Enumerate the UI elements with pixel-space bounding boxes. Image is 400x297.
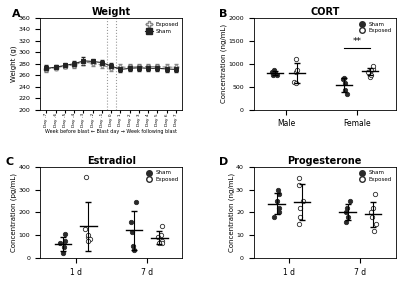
Point (154, 234, 161, 239)
Point (365, 69, 372, 74)
Point (293, 57, 300, 61)
Point (84, 233, 91, 238)
Point (130, 243, 136, 248)
Point (276, 192, 282, 197)
Point (291, 80, 297, 84)
Y-axis label: Concentration (ng/mL): Concentration (ng/mL) (228, 173, 235, 252)
Text: **: ** (353, 37, 362, 46)
Point (342, 88, 349, 93)
Point (131, 248, 138, 253)
Point (83, 175, 89, 179)
Point (372, 192, 378, 197)
Y-axis label: Weight (g): Weight (g) (10, 45, 17, 82)
Point (275, 206, 282, 210)
Point (373, 222, 379, 226)
Point (276, 210, 282, 215)
Point (371, 228, 378, 233)
Point (297, 215, 304, 219)
Point (368, 72, 374, 77)
Point (370, 67, 376, 72)
Point (296, 176, 302, 180)
Point (269, 69, 275, 74)
Point (85, 234, 91, 239)
Point (60, 250, 66, 255)
Point (270, 72, 276, 77)
Point (370, 206, 376, 210)
Point (368, 210, 374, 215)
Point (82, 226, 88, 231)
Point (57, 241, 63, 246)
Point (342, 219, 349, 224)
Point (275, 187, 281, 192)
Legend: Sham, Exposed: Sham, Exposed (145, 169, 180, 183)
Point (370, 64, 376, 68)
Point (86, 236, 93, 241)
Point (156, 241, 162, 246)
Point (296, 183, 302, 187)
Legend: Sham, Exposed: Sham, Exposed (359, 169, 393, 183)
Point (273, 73, 280, 78)
Point (296, 222, 302, 226)
Point (293, 81, 300, 86)
Point (270, 215, 277, 219)
Title: Progesterone: Progesterone (288, 156, 362, 166)
Title: Weight: Weight (92, 7, 131, 17)
Point (132, 200, 139, 205)
Point (367, 74, 374, 79)
Point (159, 224, 166, 229)
Point (62, 232, 68, 237)
Point (344, 215, 351, 219)
Point (343, 210, 349, 215)
Point (158, 233, 164, 238)
Point (61, 239, 68, 244)
Point (341, 81, 348, 86)
Point (158, 239, 165, 244)
Point (368, 215, 375, 219)
Y-axis label: Concentration (pg/mL): Concentration (pg/mL) (11, 173, 17, 252)
Point (272, 70, 278, 75)
Point (85, 239, 91, 244)
Point (340, 77, 346, 82)
Point (341, 75, 348, 80)
Point (129, 230, 135, 234)
Title: CORT: CORT (310, 7, 340, 17)
Point (159, 241, 166, 246)
Text: B: B (220, 9, 228, 19)
Point (128, 219, 134, 224)
Legend: Exposed, Sham: Exposed, Sham (144, 20, 180, 35)
Point (293, 69, 300, 74)
Point (347, 199, 353, 203)
Title: Estradiol: Estradiol (87, 156, 136, 166)
Point (274, 199, 280, 203)
Point (297, 206, 303, 210)
Point (61, 244, 67, 249)
Y-axis label: Concentration (ng/mL): Concentration (ng/mL) (220, 24, 227, 103)
Point (294, 67, 300, 72)
Point (344, 206, 350, 210)
Text: A: A (12, 9, 20, 19)
Point (343, 91, 350, 96)
Point (300, 199, 306, 203)
X-axis label: Week before blast ← Blast day → Week following blast: Week before blast ← Blast day → Week fol… (45, 129, 177, 134)
Text: D: D (220, 157, 229, 168)
Legend: Sham, Exposed: Sham, Exposed (359, 20, 393, 34)
Point (368, 67, 375, 72)
Text: C: C (6, 157, 14, 168)
Point (271, 67, 277, 72)
